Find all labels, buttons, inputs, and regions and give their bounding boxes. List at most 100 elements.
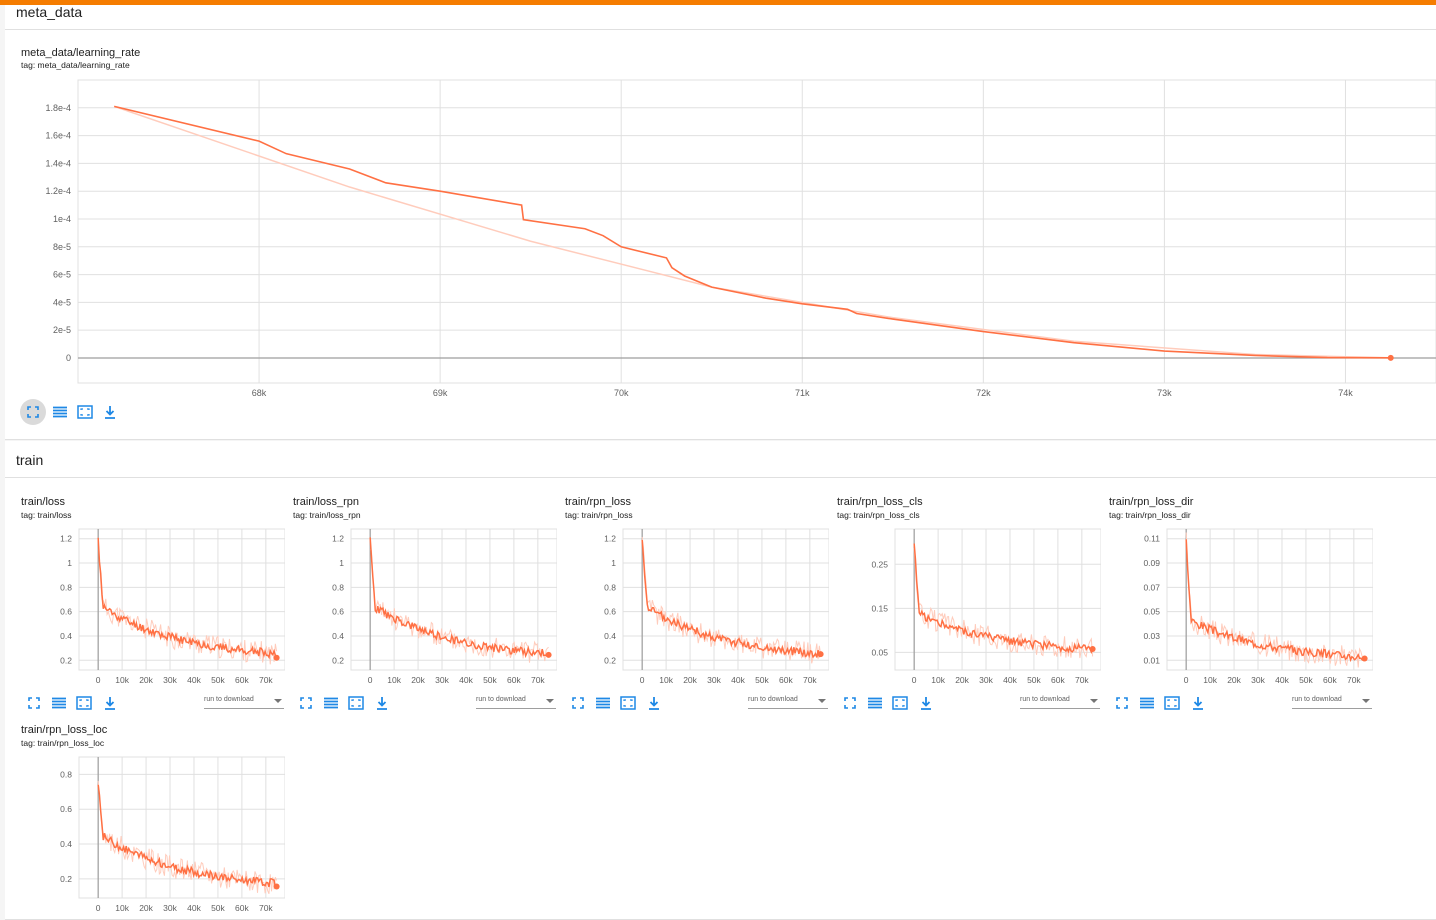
chevron-down-icon	[546, 699, 554, 703]
series-line	[1185, 539, 1366, 663]
fit-to-data-button[interactable]	[76, 403, 94, 421]
download-button[interactable]	[101, 694, 119, 712]
y-tick-label: 0.8	[332, 582, 344, 592]
x-tick-label: 40k	[1003, 675, 1017, 685]
download-icon	[1193, 696, 1203, 710]
section-title-meta-data[interactable]: meta_data	[5, 5, 1436, 30]
x-tick-label: 10k	[659, 675, 673, 685]
toggle-log-scale-button[interactable]	[51, 403, 69, 421]
x-tick-label: 0	[368, 675, 373, 685]
fit-domain-button[interactable]	[297, 694, 315, 712]
x-tick-label: 40k	[731, 675, 745, 685]
x-tick-label: 30k	[707, 675, 721, 685]
download-button[interactable]	[373, 694, 391, 712]
chart-train-rpn-loss-cls-plot[interactable]: 0 10k 20k 30k 40k 50k 60k 70k 0.05 0.15 0.25	[821, 493, 1101, 693]
run-to-download-select[interactable]: run to download	[476, 696, 556, 709]
chart-card-train-rpn-loss: train/rpn_loss tag: train/rpn_loss 0 10k 2…	[549, 493, 829, 715]
fit-to-data-button[interactable]	[1163, 694, 1181, 712]
toggle-log-scale-button[interactable]	[50, 694, 68, 712]
fit-to-data-button[interactable]	[891, 694, 909, 712]
x-tick-label: 20k	[411, 675, 425, 685]
fit-domain-button[interactable]	[25, 694, 43, 712]
toggle-log-scale-button[interactable]	[322, 694, 340, 712]
run-select-placeholder: run to download	[1020, 696, 1070, 703]
y-tick-label: 1	[67, 558, 72, 568]
fit-to-data-button[interactable]	[619, 694, 637, 712]
last-point-marker	[1387, 354, 1394, 361]
x-tick-label: 60k	[507, 675, 521, 685]
x-tick-label: 20k	[139, 675, 153, 685]
series-raw-line	[97, 537, 278, 665]
x-tick-label: 60k	[779, 675, 793, 685]
series-line	[97, 537, 278, 660]
toggle-log-scale-button[interactable]	[866, 694, 884, 712]
chart-card-train-loss: train/loss tag: train/loss 0 10k 20k 30k 40k…	[5, 493, 285, 715]
x-tick-label: 60k	[235, 903, 249, 913]
fit-data-icon	[77, 405, 93, 419]
x-tick-label: 10k	[115, 903, 129, 913]
fit-domain-button[interactable]	[1113, 694, 1131, 712]
plot-area	[894, 528, 1101, 671]
y-tick-label: 0.01	[1143, 655, 1160, 665]
fit-to-data-button[interactable]	[75, 694, 93, 712]
fit-to-data-button[interactable]	[347, 694, 365, 712]
chart-train-rpn-loss-loc-plot[interactable]: 0 10k 20k 30k 40k 50k 60k 70k 0.2 0.4 0.6 0.8	[5, 721, 285, 919]
x-tick-label: 70k	[259, 675, 273, 685]
series-line	[114, 105, 1391, 359]
x-tick-label: 0	[1184, 675, 1189, 685]
chart-train-loss-rpn-plot[interactable]: 0 10k 20k 30k 40k 50k 60k 70k 0.2 0.4 0.6 0.8 1 1.2	[277, 493, 557, 693]
run-to-download-select[interactable]: run to download	[748, 696, 828, 709]
list-icon	[596, 697, 610, 709]
chevron-down-icon	[818, 699, 826, 703]
x-tick-label: 70k	[259, 903, 273, 913]
toggle-log-scale-button[interactable]	[1138, 694, 1156, 712]
y-tick-label: 0.6	[60, 607, 72, 617]
x-tick-label: 70k	[1075, 675, 1089, 685]
run-to-download-select[interactable]: run to download	[1292, 696, 1372, 709]
x-tick-label: 50k	[1299, 675, 1313, 685]
y-tick-label: 0.6	[604, 607, 616, 617]
download-button[interactable]	[917, 694, 935, 712]
x-tick-label: 30k	[163, 903, 177, 913]
fit-domain-button[interactable]	[841, 694, 859, 712]
chart-train-rpn-loss-plot[interactable]: 0 10k 20k 30k 40k 50k 60k 70k 0.2 0.4 0.6 0.8 1 1.2	[549, 493, 829, 693]
chart-train-loss-plot[interactable]: 0 10k 20k 30k 40k 50k 60k 70k 0.2 0.4 0.6 0.8 1 1.2	[5, 493, 285, 693]
chart-learning-rate-plot[interactable]: 68k 69k 70k 71k 72k 73k 74k 0 2e-5 4e-5 6e-5 8e-5 1e…	[5, 40, 1436, 400]
x-tick-label: 50k	[211, 675, 225, 685]
chart-train-rpn-loss-dir-plot[interactable]: 0 10k 20k 30k 40k 50k 60k 70k 0.01 0.03 0.05 0.07 0.…	[1093, 493, 1373, 693]
run-to-download-select[interactable]: run to download	[204, 696, 284, 709]
y-tick-label: 1	[611, 558, 616, 568]
fit-data-icon	[1164, 696, 1180, 710]
plot-area	[1166, 528, 1373, 671]
y-tick-label: 0.4	[332, 631, 344, 641]
download-button[interactable]	[645, 694, 663, 712]
chevron-down-icon	[1090, 699, 1098, 703]
y-tick-label: 0.2	[60, 655, 72, 665]
x-tick-label: 40k	[187, 903, 201, 913]
x-tick-label: 40k	[459, 675, 473, 685]
x-tick-label: 70k	[531, 675, 545, 685]
toggle-log-scale-button[interactable]	[594, 694, 612, 712]
x-tick-label: 70k	[803, 675, 817, 685]
section-title-train[interactable]: train	[5, 441, 1436, 478]
download-button[interactable]	[101, 403, 119, 421]
download-button[interactable]	[1189, 694, 1207, 712]
chart-tag: tag: train/loss	[21, 510, 72, 520]
x-tick-label: 73k	[1157, 388, 1172, 398]
chart-title: train/rpn_loss	[565, 496, 632, 508]
last-point-marker	[545, 651, 552, 658]
chart-tag: tag: meta_data/learning_rate	[21, 60, 130, 70]
x-tick-label: 30k	[979, 675, 993, 685]
y-tick-label: 1	[339, 558, 344, 568]
fit-domain-button[interactable]	[20, 399, 46, 425]
fit-domain-button[interactable]	[569, 694, 587, 712]
last-point-marker	[1361, 655, 1368, 662]
plot-area	[78, 756, 285, 899]
run-to-download-select[interactable]: run to download	[1020, 696, 1100, 709]
series-raw-line	[97, 780, 278, 894]
series-line	[913, 543, 1094, 654]
x-tick-label: 20k	[1227, 675, 1241, 685]
x-tick-label: 10k	[387, 675, 401, 685]
x-tick-label: 68k	[252, 388, 267, 398]
chart-tag: tag: train/rpn_loss_cls	[837, 510, 920, 520]
